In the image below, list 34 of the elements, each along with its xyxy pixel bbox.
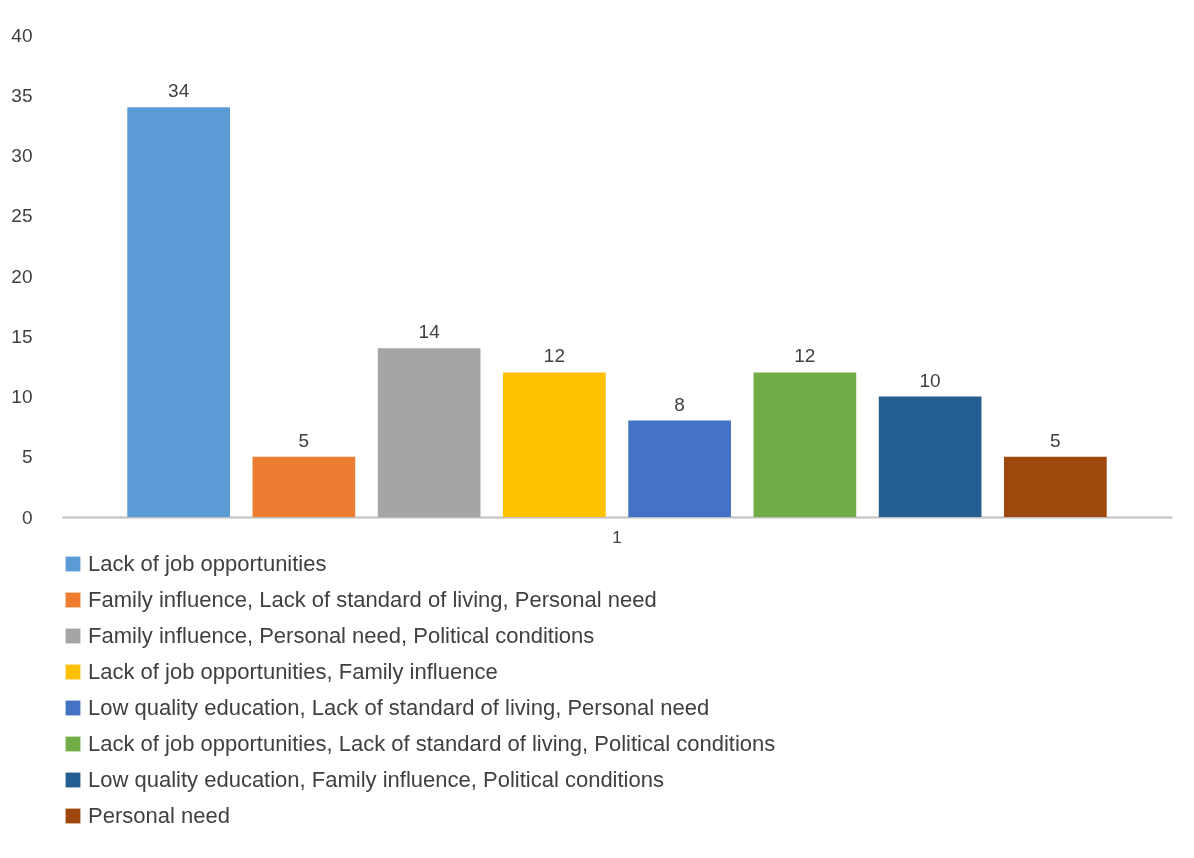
y-tick-label: 40 [11,24,33,46]
bar [753,372,857,517]
bar [252,456,356,517]
y-tick-label: 30 [11,145,33,166]
data-label: 5 [1050,429,1061,451]
x-tick-label: 1 [612,527,622,547]
data-label: 5 [298,429,310,451]
bar [878,396,982,517]
bar [503,372,606,517]
bar [127,107,230,517]
legend-label: Family influence, Lack of standard of living, Personal need [88,587,657,612]
data-label: 34 [168,80,190,102]
bar [628,420,731,517]
y-tick-label: 0 [21,506,33,528]
y-tick-label: 20 [11,265,33,287]
legend-label: Low quality education, Family influence, Political conditions [88,767,664,792]
legend-label: Lack of job opportunities, Lack of standard of living, Political conditions [88,731,776,756]
y-tick-label: 10 [11,386,33,407]
data-label: 12 [543,345,565,367]
legend-label: Lack of job opportunities, Family influence [88,659,498,684]
data-label: 14 [418,321,441,343]
data-label: 8 [674,393,685,415]
data-label: 12 [794,345,816,367]
bar [1004,456,1107,517]
legend-label: Personal need [88,803,230,828]
legend-label: Family influence, Personal need, Political conditions [88,623,595,648]
y-tick-label: 25 [11,205,33,227]
y-tick-label: 35 [11,84,33,106]
bar [377,348,481,517]
y-tick-label: 5 [21,446,33,468]
y-tick-label: 15 [11,325,33,347]
legend-label: Low quality education, Lack of standard of living, Personal need [88,695,710,720]
legend-label: Lack of job opportunities [88,551,327,576]
data-label: 10 [919,369,941,391]
